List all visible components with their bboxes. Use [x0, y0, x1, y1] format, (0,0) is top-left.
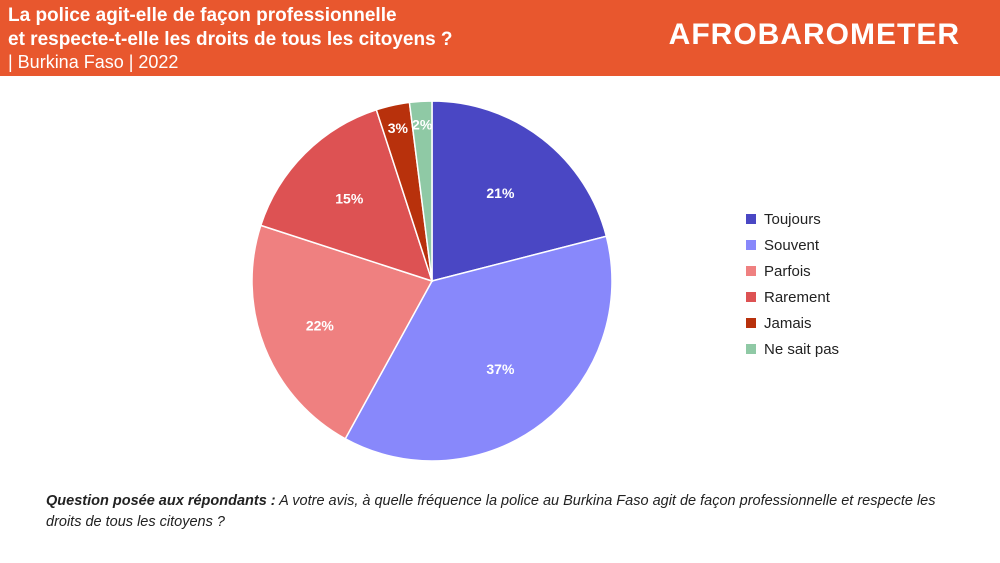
chart-title-line-2: et respecte-t-elle les droits de tous le… [8, 29, 453, 50]
legend-label: Rarement [764, 288, 830, 306]
pie-slice-ne-sait-pas [408, 100, 433, 282]
pie-slice-parfois [251, 224, 434, 440]
legend-swatch [746, 318, 756, 328]
legend-label: Souvent [764, 236, 820, 254]
legend-swatch [746, 266, 756, 276]
afrobarometer-logo: AFROBAROMETER [668, 18, 960, 51]
legend-swatch [746, 344, 756, 354]
question-label: Question posée aux répondants : [46, 493, 276, 509]
pie-slice-souvent [344, 235, 613, 462]
chart-title-line-1: La police agit-elle de façon professionn… [8, 5, 397, 26]
legend-label: Jamais [764, 314, 812, 332]
question-text: A votre avis, à quelle fréquence la poli… [46, 493, 936, 530]
legend-item-ne-sait-pas: Ne sait pas [746, 336, 839, 362]
legend-swatch [746, 214, 756, 224]
legend-item-jamais: Jamais [746, 310, 839, 336]
chart-legend: Toujours Souvent Parfois Rarement Jamais Ne s… [746, 206, 839, 362]
legend-label: Toujours [764, 210, 821, 228]
chart-subtitle: | Burkina Faso | 2022 [8, 52, 179, 72]
legend-item-parfois: Parfois [746, 258, 839, 284]
legend-label: Parfois [764, 262, 811, 280]
legend-item-rarement: Rarement [746, 284, 839, 310]
pie-chart: 21% 37% 22% 15% 3% 2% [251, 100, 613, 462]
data-label-jamais: 3% [388, 120, 409, 136]
data-label-parfois: 22% [306, 317, 335, 333]
pie-slice-toujours [431, 100, 608, 282]
legend-swatch [746, 240, 756, 250]
data-label-ne-sait-pas: 2% [412, 117, 433, 133]
legend-item-souvent: Souvent [746, 232, 839, 258]
legend-label: Ne sait pas [764, 340, 840, 358]
pie-slice-rarement [259, 108, 434, 283]
header-banner: La police agit-elle de façon professionn… [0, 0, 1000, 76]
legend-item-toujours: Toujours [746, 206, 839, 232]
legend-swatch [746, 292, 756, 302]
survey-question: Question posée aux répondants : A votre … [46, 491, 966, 533]
data-label-toujours: 21% [486, 185, 515, 201]
data-label-souvent: 37% [486, 361, 515, 377]
data-label-rarement: 15% [335, 190, 364, 206]
